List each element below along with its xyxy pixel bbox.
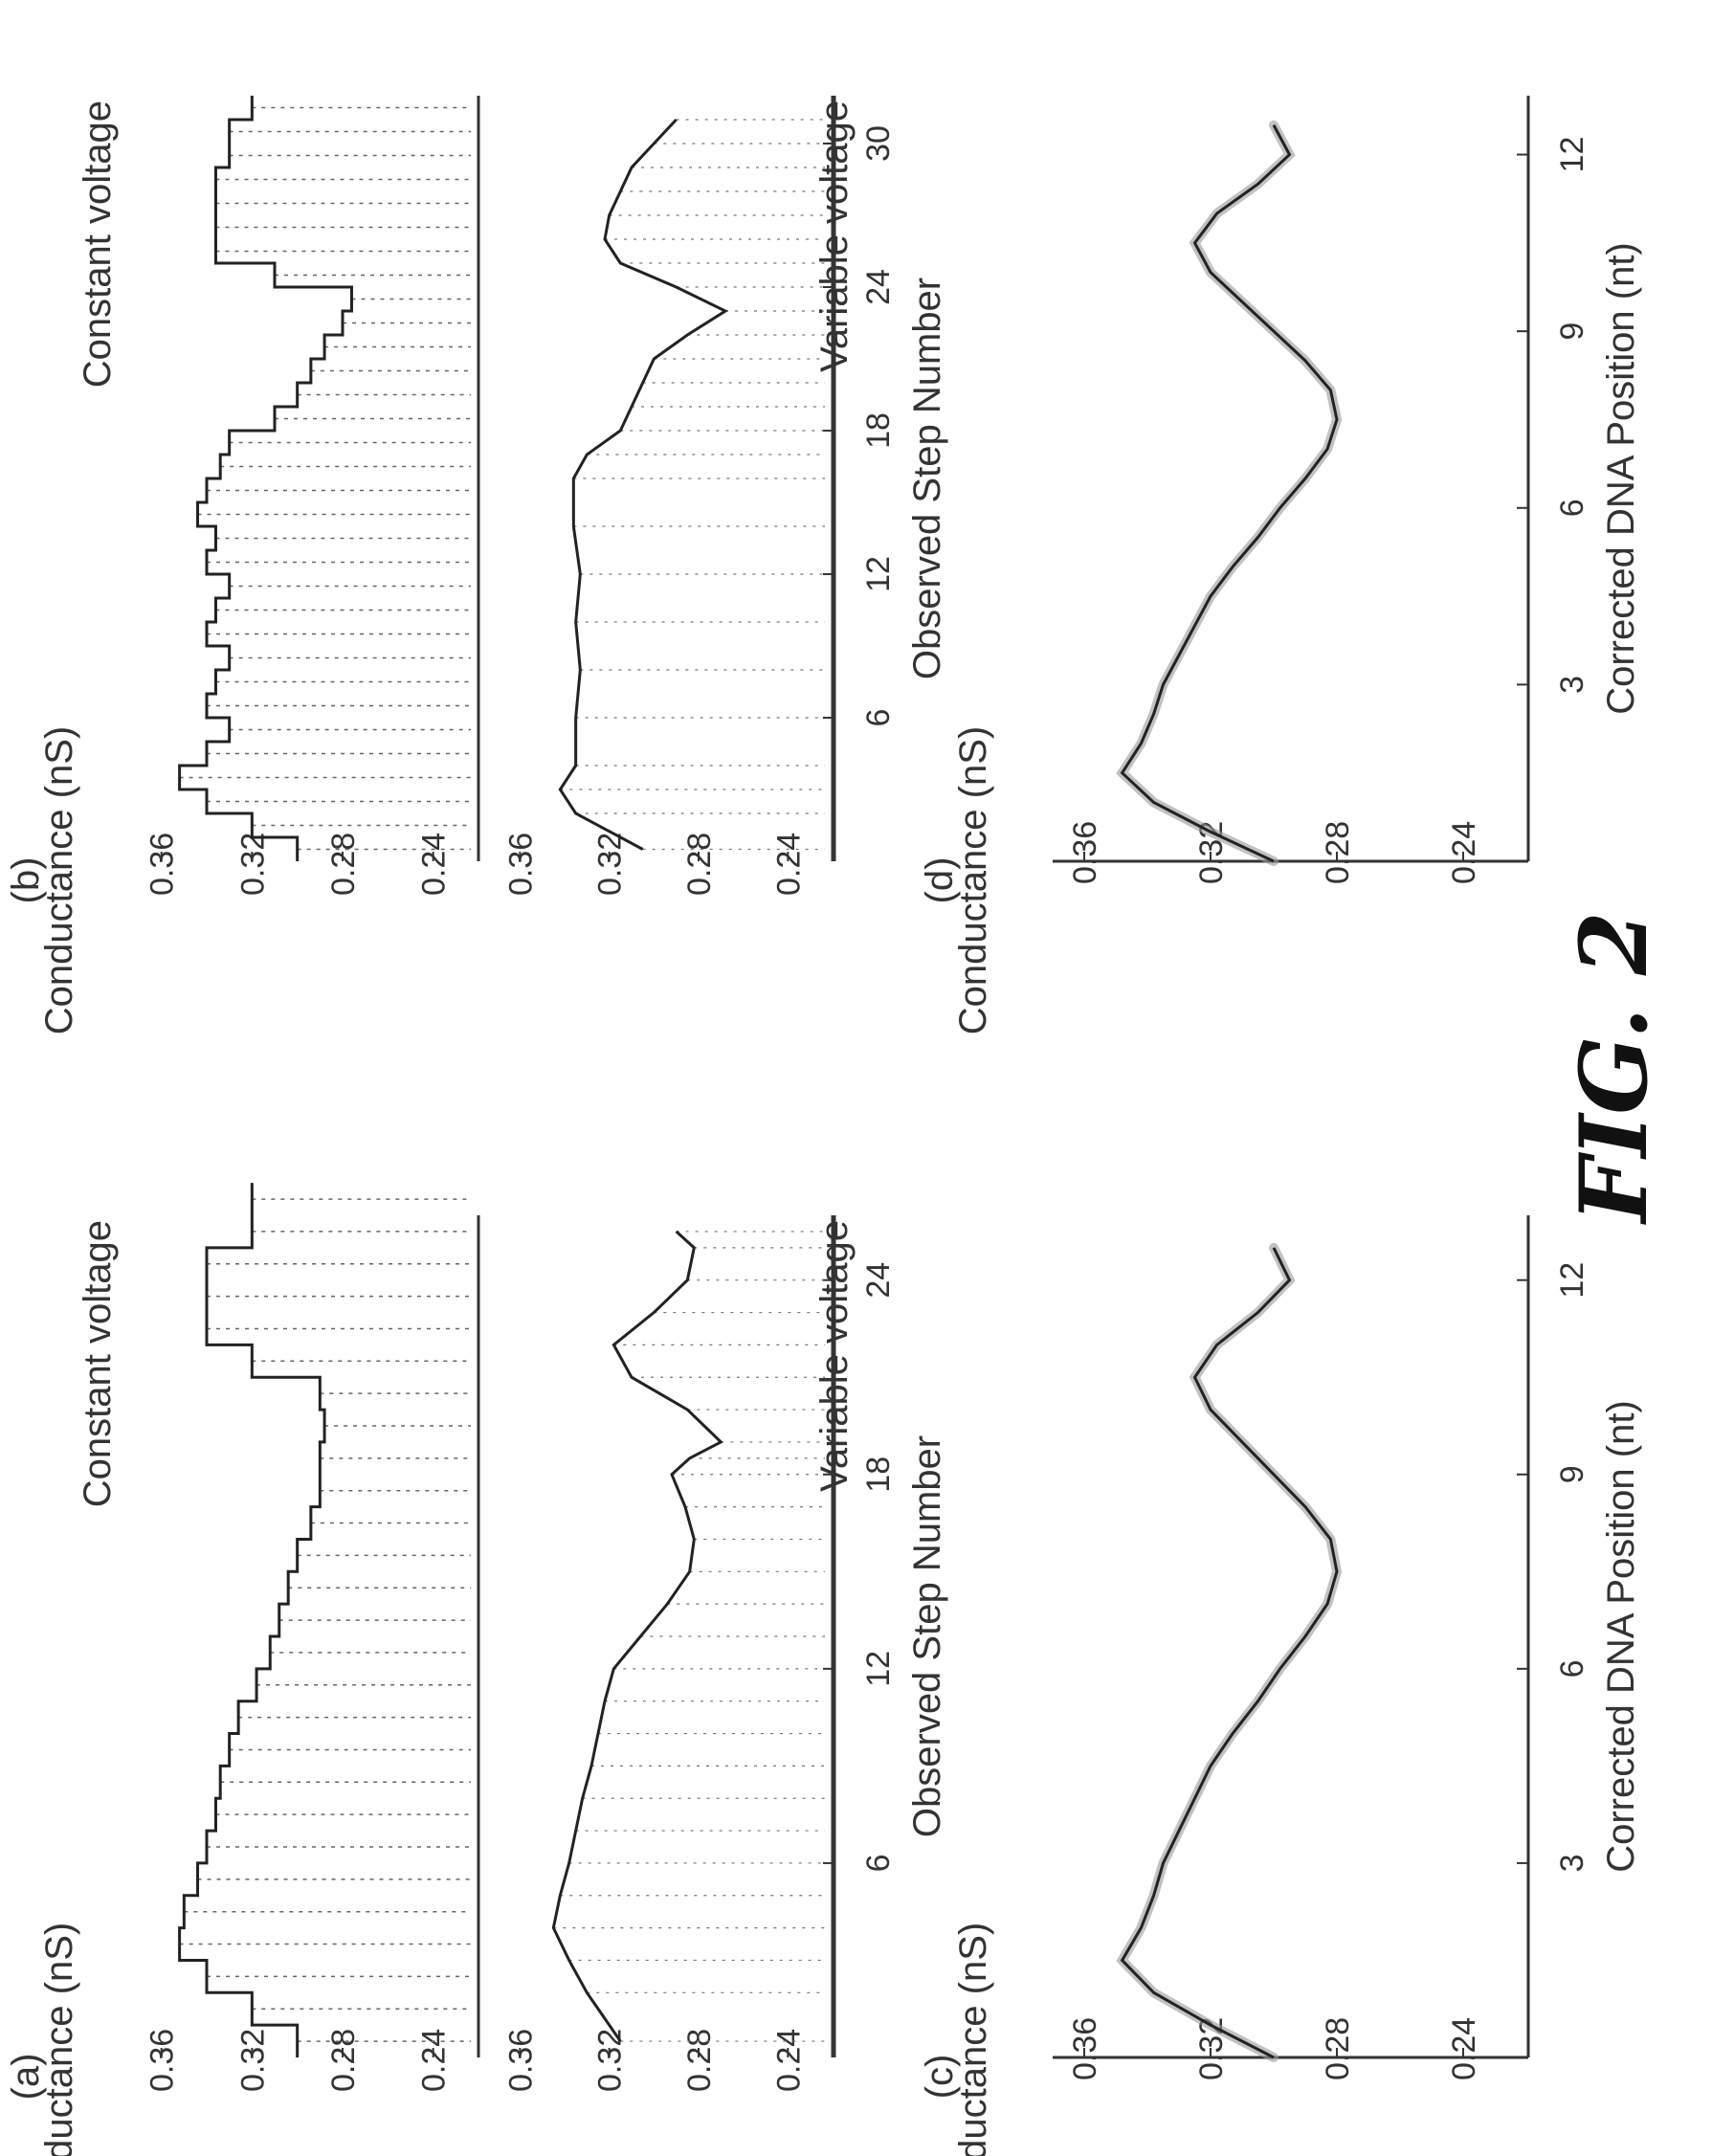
panel-label: (b) bbox=[5, 857, 47, 904]
x-tick-label: 12 bbox=[1554, 1262, 1590, 1299]
x-tick-label: 12 bbox=[1554, 137, 1590, 173]
data-curve bbox=[1120, 1247, 1339, 2059]
annotation-constant-voltage: Constant voltage bbox=[77, 100, 119, 388]
y-tick-label: 0.36 bbox=[145, 833, 181, 896]
y-tick-label: 0.24 bbox=[416, 833, 453, 896]
y-tick-label: 0.32 bbox=[592, 833, 629, 896]
x-axis-title: Observed Step Number bbox=[906, 1435, 948, 1837]
y-axis-title: Conductance (nS) bbox=[952, 726, 994, 1034]
x-tick-label: 9 bbox=[1554, 1465, 1590, 1483]
x-tick-label: 3 bbox=[1554, 676, 1590, 694]
data-curve bbox=[1120, 124, 1339, 863]
x-axis-title: Corrected DNA Position (nt) bbox=[1600, 1400, 1642, 1873]
y-tick-label: 0.24 bbox=[416, 2029, 453, 2092]
constant-voltage-steps bbox=[178, 96, 353, 861]
panel-a: 0.36 0.32 0.28 0.24 0.36 0.32 0.28 0.24 6 12 18 24 O… bbox=[5, 1183, 948, 2156]
annotation-constant-voltage: Constant voltage bbox=[77, 1220, 119, 1507]
x-tick-label: 6 bbox=[860, 1854, 897, 1872]
y-tick-label: 0.24 bbox=[770, 833, 807, 896]
y-tick-label: 0.36 bbox=[1067, 821, 1103, 884]
variable-voltage-curve bbox=[558, 118, 729, 851]
y-tick-label: 0.28 bbox=[1320, 821, 1356, 884]
panel-label: (c) bbox=[919, 2055, 961, 2100]
y-tick-label: 0.36 bbox=[502, 2029, 539, 2092]
y-tick-label: 0.32 bbox=[592, 2029, 629, 2092]
x-tick-label: 6 bbox=[1554, 499, 1590, 517]
x-axis-title: Corrected DNA Position (nt) bbox=[1600, 242, 1642, 715]
x-tick-label: 12 bbox=[860, 1651, 897, 1687]
y-tick-label: 0.28 bbox=[325, 2029, 362, 2092]
x-tick-label: 3 bbox=[1554, 1854, 1590, 1872]
y-tick-label: 0.24 bbox=[1446, 821, 1482, 884]
x-axis-title: Observed Step Number bbox=[906, 278, 948, 679]
y-tick-label: 0.32 bbox=[234, 2029, 271, 2092]
y-tick-label: 0.32 bbox=[234, 833, 271, 896]
y-tick-label: 0.28 bbox=[1320, 2017, 1356, 2080]
y-tick-label: 0.28 bbox=[681, 2029, 718, 2092]
annotation-variable-voltage: Variable voltage bbox=[813, 100, 856, 372]
x-tick-label: 6 bbox=[1554, 1659, 1590, 1678]
y-axis-title: Conductance (nS) bbox=[952, 1923, 994, 2156]
y-tick-label: 0.36 bbox=[502, 833, 539, 896]
x-tick-label: 24 bbox=[860, 269, 897, 305]
constant-voltage-steps bbox=[178, 1183, 326, 2057]
data-band bbox=[1116, 120, 1343, 866]
x-tick-label: 18 bbox=[860, 412, 897, 449]
figure-label: FIG. 2 bbox=[1560, 911, 1668, 1225]
y-tick-label: 0.24 bbox=[770, 2029, 807, 2092]
panels-layer: 0.36 0.32 0.28 0.24 0.36 0.32 0.28 0.246121824O… bbox=[5, 96, 1642, 2156]
panel-label: (d) bbox=[919, 857, 961, 904]
x-tick-label: 6 bbox=[860, 709, 897, 727]
y-tick-label: 0.28 bbox=[681, 833, 718, 896]
panel-label: (a) bbox=[5, 2054, 47, 2100]
y-tick-label: 0.36 bbox=[145, 2029, 181, 2092]
x-tick-label: 24 bbox=[860, 1262, 897, 1299]
x-tick-label: 12 bbox=[860, 556, 897, 592]
y-tick-label: 0.24 bbox=[1446, 2017, 1482, 2080]
x-tick-label: 9 bbox=[1554, 322, 1590, 341]
x-tick-label: 18 bbox=[860, 1456, 897, 1493]
panel-b: 0.36 0.32 0.28 0.24 0.36 0.32 0.28 0.24 6 12 18 24 3… bbox=[5, 96, 948, 1034]
y-tick-label: 0.28 bbox=[325, 833, 362, 896]
annotation-variable-voltage: Variable voltage bbox=[813, 1220, 856, 1492]
data-band bbox=[1116, 1242, 1343, 2062]
y-axis-title: Conductance (nS) bbox=[38, 1923, 80, 2156]
y-tick-label: 0.36 bbox=[1067, 2017, 1103, 2080]
x-tick-label: 30 bbox=[860, 125, 897, 162]
y-axis-title: Conductance (nS) bbox=[38, 726, 80, 1034]
variable-voltage-curve bbox=[551, 1230, 723, 2042]
